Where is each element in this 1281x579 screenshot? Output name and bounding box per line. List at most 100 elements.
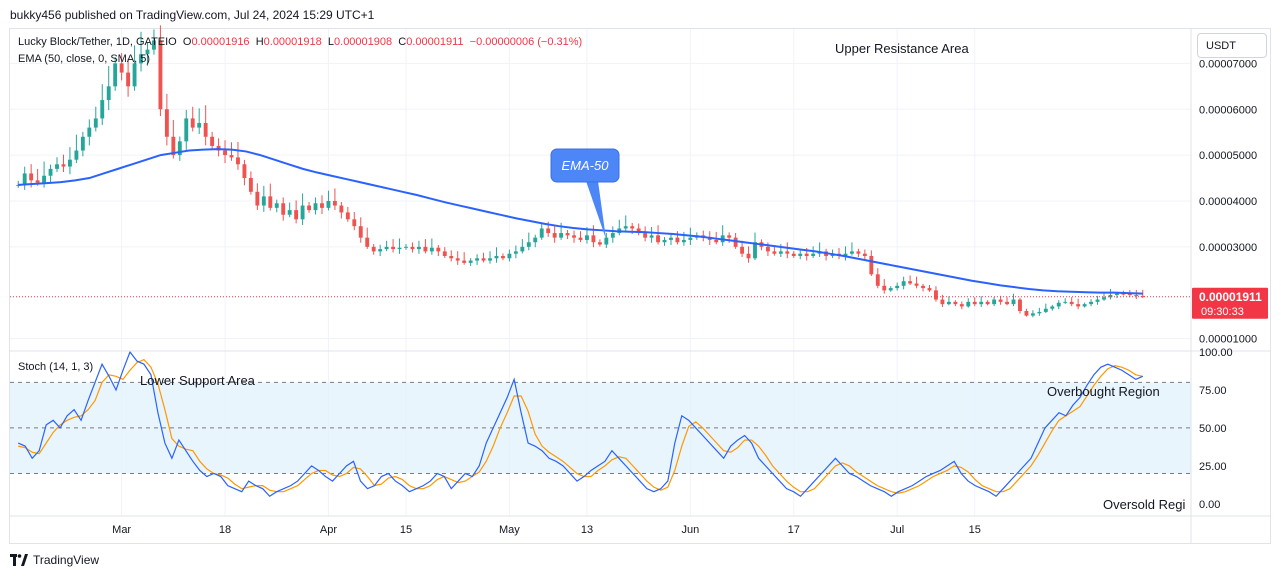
candle-body bbox=[404, 246, 408, 248]
candle-body bbox=[352, 219, 357, 227]
candle-body bbox=[429, 247, 434, 252]
price-tick-label: 0.00007000 bbox=[1199, 58, 1257, 70]
candle-body bbox=[22, 173, 27, 185]
candle-body bbox=[998, 299, 1003, 302]
candle-body bbox=[901, 281, 906, 286]
candle-body bbox=[1011, 299, 1016, 305]
candle-body bbox=[1050, 306, 1055, 309]
price-tick-label: 0.00006000 bbox=[1199, 104, 1257, 116]
candle-body bbox=[242, 164, 247, 179]
candle-body bbox=[972, 301, 977, 305]
price-badge-value: 0.00001911 bbox=[1199, 290, 1262, 304]
candle-body bbox=[681, 239, 686, 243]
candle-body bbox=[559, 233, 564, 238]
candle-body bbox=[1076, 304, 1081, 307]
candle-body bbox=[526, 242, 531, 247]
candle-body bbox=[210, 136, 215, 146]
candle-body bbox=[248, 178, 253, 192]
candle-body bbox=[48, 168, 53, 176]
candle-body bbox=[436, 247, 441, 252]
candle-body bbox=[746, 253, 751, 259]
candle-body bbox=[662, 239, 667, 243]
candle-body bbox=[55, 164, 59, 169]
candle-body bbox=[35, 180, 40, 183]
candle-body bbox=[772, 251, 777, 254]
candle-body bbox=[501, 255, 505, 259]
candle-body bbox=[940, 299, 945, 305]
candle-body bbox=[203, 123, 208, 137]
candle-body bbox=[281, 203, 286, 215]
candle-body bbox=[740, 246, 745, 254]
candle-body bbox=[585, 235, 589, 240]
change-value: −0.00000006 (−0.31%) bbox=[469, 36, 583, 48]
candle-body bbox=[1140, 295, 1145, 297]
price-tick-label: 0.00001000 bbox=[1199, 334, 1257, 346]
candle-body bbox=[1018, 299, 1022, 312]
price-tick-label: 0.00005000 bbox=[1199, 150, 1257, 162]
price-badge-countdown: 09:30:33 bbox=[1201, 306, 1244, 318]
annotation-oversold: Oversold Regi bbox=[1103, 497, 1185, 512]
currency-selector[interactable]: USDT bbox=[1197, 33, 1267, 58]
candle-body bbox=[236, 157, 240, 165]
candle-body bbox=[1056, 302, 1061, 307]
candle-body bbox=[100, 100, 105, 119]
candle-body bbox=[862, 253, 867, 256]
candle-body bbox=[307, 205, 311, 211]
candle-body bbox=[190, 118, 195, 128]
candle-body bbox=[494, 255, 499, 259]
candle-body bbox=[384, 246, 389, 250]
stoch-tick-label: 100.00 bbox=[1199, 347, 1233, 359]
candle-body bbox=[313, 203, 318, 211]
candle-body bbox=[1005, 301, 1009, 305]
tradingview-logo[interactable]: TradingView bbox=[10, 553, 99, 567]
candle-body bbox=[953, 301, 958, 305]
candle-body bbox=[1114, 293, 1119, 295]
stoch-legend[interactable]: Stoch (14, 1, 3) bbox=[18, 361, 94, 373]
low-label: L bbox=[327, 36, 335, 48]
candle-body bbox=[507, 253, 512, 259]
time-tick-label: Apr bbox=[320, 524, 337, 536]
symbol-label: Lucky Block/Tether, 1D, GATEIO bbox=[18, 36, 177, 48]
price-tick-label: 0.00004000 bbox=[1199, 196, 1257, 208]
candle-body bbox=[992, 299, 997, 305]
candle-body bbox=[921, 285, 925, 289]
candle-body bbox=[675, 237, 680, 243]
ema-legend[interactable]: EMA (50, close, 0, SMA, 5) bbox=[18, 53, 151, 65]
candle-body bbox=[513, 251, 518, 254]
candle-body bbox=[449, 255, 454, 259]
stoch-tick-label: 50.00 bbox=[1199, 423, 1227, 435]
candle-body bbox=[61, 164, 66, 167]
candle-body bbox=[630, 226, 635, 229]
candle-body bbox=[42, 175, 47, 183]
candle-body bbox=[791, 253, 796, 256]
candle-body bbox=[475, 258, 480, 261]
candle-body bbox=[171, 136, 176, 156]
candle-body bbox=[565, 233, 570, 236]
candle-body bbox=[1095, 299, 1100, 302]
candle-body bbox=[274, 203, 279, 208]
ema-callout-box bbox=[550, 148, 620, 183]
time-tick-label: 17 bbox=[788, 524, 800, 536]
stoch-tick-label: 25.00 bbox=[1199, 461, 1227, 473]
candle-body bbox=[268, 196, 273, 208]
candle-body bbox=[1108, 294, 1113, 298]
candle-body bbox=[1063, 301, 1068, 303]
candle-body bbox=[397, 247, 402, 250]
candle-body bbox=[132, 63, 137, 87]
candle-body bbox=[468, 260, 473, 263]
candle-body bbox=[320, 203, 324, 208]
candle-body bbox=[753, 242, 757, 259]
stoch-d-line bbox=[18, 358, 1143, 494]
candle-body bbox=[875, 274, 880, 286]
tradingview-icon bbox=[10, 554, 28, 566]
annotation-overbought: Overbought Region bbox=[1047, 384, 1160, 399]
candle-body bbox=[539, 228, 544, 238]
candle-body bbox=[533, 237, 538, 243]
candle-body bbox=[442, 251, 447, 256]
candle-body bbox=[332, 200, 337, 206]
candle-body bbox=[152, 40, 156, 50]
stoch-tick-label: 0.00 bbox=[1199, 499, 1220, 511]
candle-body bbox=[856, 251, 861, 254]
candle-body bbox=[391, 246, 396, 250]
